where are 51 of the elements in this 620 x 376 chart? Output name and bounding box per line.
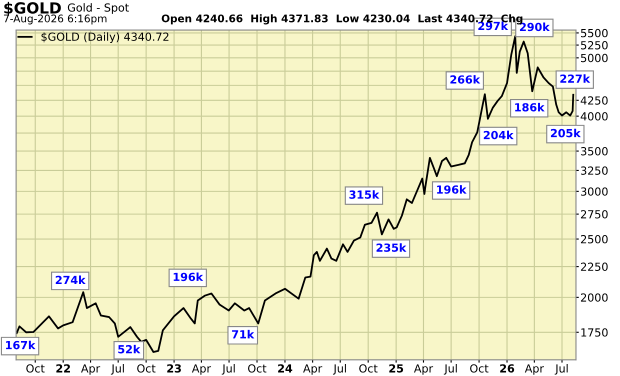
annotation: 167k	[6, 340, 36, 350]
y-tick-label: 2500	[580, 235, 608, 244]
y-tick-label: 2000	[580, 293, 608, 302]
text: 7-Aug-2026 6:16pm	[4, 14, 106, 24]
y-tick-label: 2750	[580, 210, 608, 219]
y-tick-label: 3000	[580, 187, 608, 196]
annotation: 71k	[232, 330, 254, 338]
x-tick-label: Jul	[222, 364, 235, 375]
chart-subtitle: Gold - Spot	[68, 3, 129, 14]
x-tick-label: Jul	[110, 364, 124, 375]
x-tick-label: Oct	[137, 364, 156, 373]
x-tick-label: 26	[500, 364, 514, 373]
x-tick-label: Apr	[192, 364, 212, 375]
y-tick-label: 1750	[581, 328, 608, 337]
x-tick-label: Apr	[303, 364, 322, 375]
annotation: 205k	[550, 128, 581, 138]
y-tick-label: 4250	[580, 96, 608, 105]
x-tick-label: Jul	[332, 364, 346, 375]
x-tick-label: 24	[278, 364, 292, 372]
y-tick-label: 2250	[580, 262, 608, 271]
x-tick-label: 25	[389, 364, 404, 373]
annotation: 274k	[56, 276, 86, 284]
annotation: 315k	[349, 190, 380, 199]
legend-label: $GOLD (Daily) 4340.72	[41, 32, 168, 44]
annotation: 196k	[437, 185, 467, 194]
annotation: 227k	[560, 74, 590, 83]
y-tick-label: 5500	[581, 28, 608, 38]
annotation: 186k	[515, 102, 545, 112]
x-tick-label: Oct	[470, 364, 488, 373]
annotation: 204k	[484, 130, 514, 140]
chart-title: $GOLD	[4, 2, 61, 16]
annotation: 52k	[118, 344, 140, 354]
x-tick-label: Jul	[444, 364, 457, 375]
x-tick-label: Apr	[414, 364, 434, 375]
annotation: 196k	[174, 272, 204, 282]
x-tick-label: Oct	[248, 364, 266, 373]
y-tick-label: 4000	[580, 112, 608, 121]
annotation: 235k	[376, 243, 406, 252]
x-tick-label: 23	[167, 364, 181, 373]
x-tick-label: Oct	[359, 364, 378, 373]
x-tick-label: Apr	[81, 364, 100, 375]
y-tick-label: 5000	[581, 54, 608, 62]
annotation: 266k	[450, 75, 480, 84]
x-tick-label: Apr	[524, 364, 544, 375]
y-tick-label: 3250	[580, 166, 608, 175]
y-tick-label: 5250	[581, 41, 608, 50]
x-tick-label: Oct	[26, 364, 45, 373]
x-tick-label: 22	[56, 364, 70, 372]
annotation: 290k	[520, 22, 550, 32]
y-tick-label: 3500	[580, 147, 608, 156]
x-tick-label: Jul	[554, 364, 568, 375]
